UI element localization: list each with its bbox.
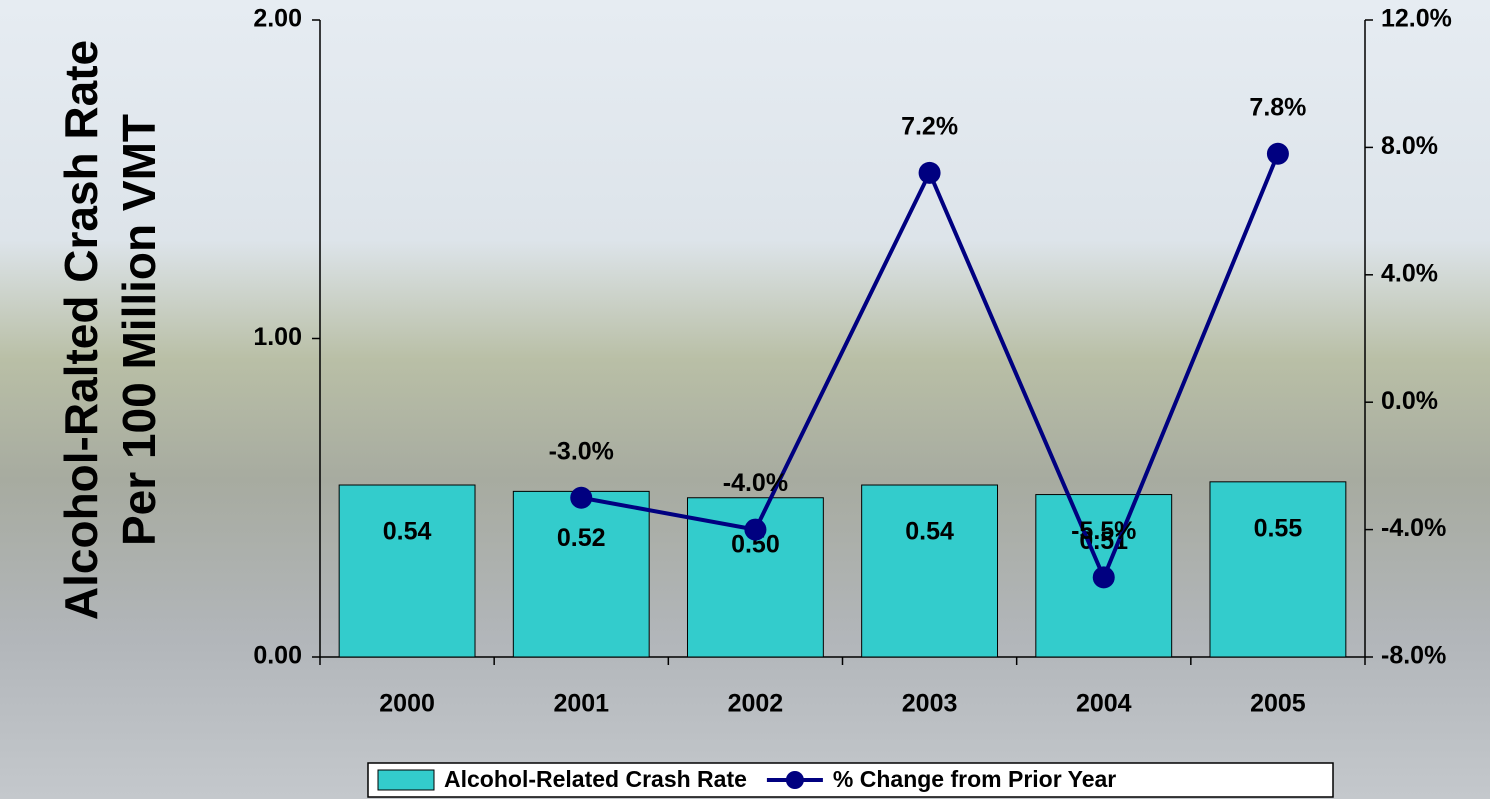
y-tick-label: 0.00 <box>253 642 302 670</box>
bar <box>862 485 998 657</box>
line-marker <box>570 487 592 509</box>
chart: 0.00 1.00 2.00 -8.0% -4.0% 0.0% 4.0% 8.0% 12.0% 2… <box>0 0 1490 799</box>
line-marker <box>744 519 766 541</box>
bar-value-label: 0.54 <box>383 518 432 546</box>
line-marker <box>1093 566 1115 588</box>
x-tick-label: 2001 <box>553 690 609 718</box>
y-tick-label: 2.00 <box>253 5 302 33</box>
bar-value-label: 0.52 <box>557 524 606 552</box>
bar-value-label: 0.55 <box>1254 514 1303 542</box>
bar <box>339 485 475 657</box>
line-value-label: -5.5% <box>1071 517 1136 545</box>
legend-swatch <box>378 770 434 790</box>
x-tick-label: 2002 <box>728 690 784 718</box>
legend-marker <box>786 771 804 789</box>
y2-tick-label: -4.0% <box>1381 514 1446 542</box>
bar-value-label: 0.54 <box>905 518 954 546</box>
bar <box>1210 482 1346 657</box>
y2-tick-label: 8.0% <box>1381 132 1438 160</box>
line-marker <box>1267 143 1289 165</box>
x-tick-label: 2000 <box>379 690 435 718</box>
legend-label: Alcohol-Related Crash Rate <box>444 766 747 792</box>
chart-page: Alcohol-Ralted Crash Rate Per 100 Millio… <box>0 0 1490 799</box>
y2-tick-label: 4.0% <box>1381 259 1438 287</box>
line-value-label: -3.0% <box>549 437 614 465</box>
x-tick-label: 2005 <box>1250 690 1306 718</box>
legend-label: % Change from Prior Year <box>833 766 1116 792</box>
bar <box>513 491 649 657</box>
line-marker <box>919 162 941 184</box>
y2-tick-label: 0.0% <box>1381 387 1438 415</box>
y-tick-label: 1.00 <box>253 323 302 351</box>
line-value-label: 7.8% <box>1249 93 1306 121</box>
y2-tick-label: -8.0% <box>1381 642 1446 670</box>
line-value-label: -4.0% <box>723 469 788 497</box>
x-tick-label: 2004 <box>1076 690 1132 718</box>
line-value-label: 7.2% <box>901 112 958 140</box>
x-tick-label: 2003 <box>902 690 958 718</box>
y2-tick-label: 12.0% <box>1381 5 1452 33</box>
